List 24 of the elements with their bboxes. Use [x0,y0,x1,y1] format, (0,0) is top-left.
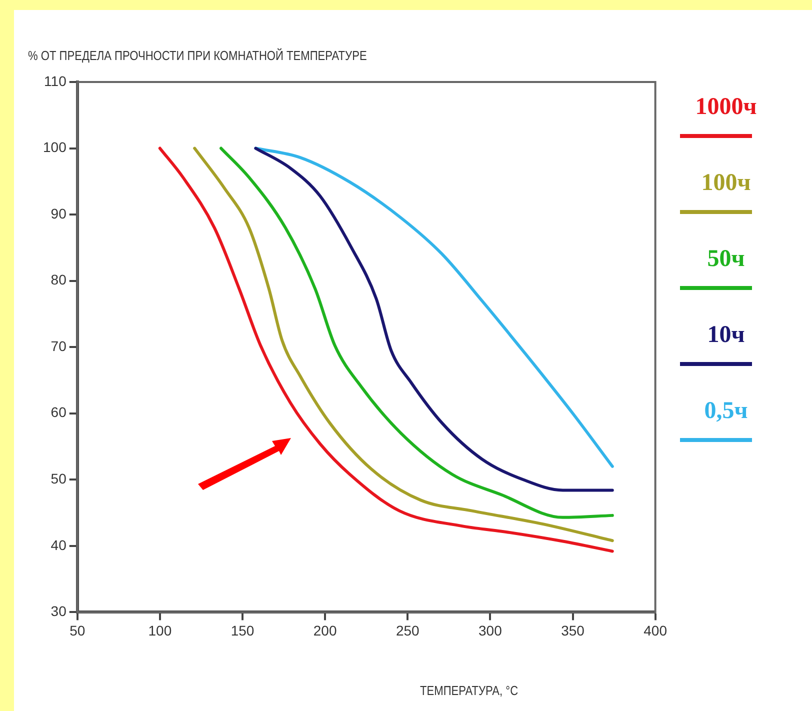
text: 10ч [706,321,746,350]
y-tick-label: 30 [50,603,67,620]
x-tick-label: 100 [148,622,172,638]
y-tick-label: 50 [50,470,67,487]
text: 100ч [700,169,752,198]
text: 50ч [706,245,746,274]
x-tick-label: 300 [478,622,502,638]
x-tick-label: 200 [313,622,337,638]
x-tick-label: 250 [396,622,420,638]
text: 0,5ч [703,397,749,426]
y-tick-label: 80 [50,272,67,288]
y-tick-label: 60 [50,404,67,420]
x-tick-label: 50 [70,622,86,638]
x-tick-label: 400 [644,622,668,638]
y-tick-label: 70 [50,338,67,354]
x-tick-label: 350 [561,622,585,638]
y-axis-title: % ОТ ПРЕДЕЛА ПРОЧНОСТИ ПРИ КОМНАТНОЙ ТЕМПЕРАТУРЕ [28,48,367,63]
text: 1000ч [694,93,758,122]
y-tick-label: 110 [44,72,67,89]
x-tick-label: 150 [230,622,254,638]
y-tick-label: 90 [50,205,67,222]
x-axis-title: ТЕМПЕРАТУРА, °С [420,683,518,698]
y-tick-label: 100 [43,139,67,156]
y-tick-label: 40 [50,536,67,553]
